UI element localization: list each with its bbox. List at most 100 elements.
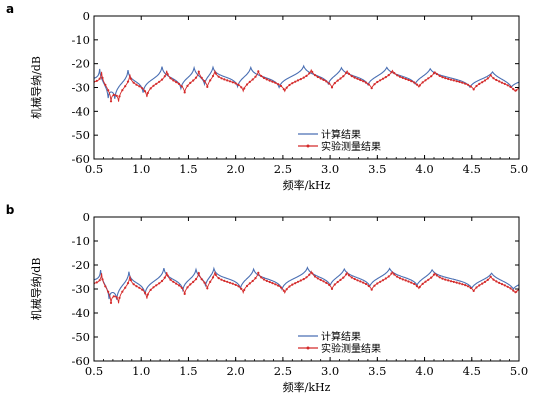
series-marker xyxy=(175,81,178,84)
series-marker xyxy=(172,79,175,82)
series-marker xyxy=(404,77,407,81)
series-marker xyxy=(226,280,229,283)
series-marker xyxy=(243,87,246,90)
legend-label: 计算结果 xyxy=(321,330,361,343)
series-marker xyxy=(359,280,362,283)
series-marker xyxy=(98,279,101,282)
series-marker xyxy=(158,282,161,285)
series-marker xyxy=(262,278,266,281)
series-marker xyxy=(146,91,149,95)
series-marker xyxy=(333,283,336,286)
series-marker xyxy=(330,86,334,89)
series-marker xyxy=(294,282,297,285)
legend-marker xyxy=(306,346,310,350)
series-marker xyxy=(109,100,113,103)
series-marker xyxy=(478,284,481,287)
series-marker xyxy=(364,81,368,84)
series-marker xyxy=(186,286,189,289)
series-marker xyxy=(135,83,138,86)
series-marker xyxy=(455,80,458,83)
series-marker xyxy=(461,81,464,84)
y-tick-label: -30 xyxy=(71,282,90,296)
series-marker xyxy=(458,80,461,83)
x-tick-label: 3.0 xyxy=(321,162,339,176)
series-marker xyxy=(109,301,113,304)
series-marker xyxy=(95,281,98,284)
series-marker xyxy=(271,282,274,285)
x-tick-label: 1.0 xyxy=(132,364,150,378)
series-marker xyxy=(328,283,331,286)
series-marker xyxy=(347,274,351,277)
series-marker xyxy=(107,89,110,92)
series-marker xyxy=(245,83,249,86)
series-marker xyxy=(124,286,127,289)
series-marker xyxy=(350,75,353,78)
series-marker xyxy=(376,80,379,84)
series-marker xyxy=(231,81,234,84)
x-axis-title: 频率/kHz xyxy=(283,178,331,192)
series-marker xyxy=(296,280,300,283)
series-marker xyxy=(313,275,317,278)
series-marker xyxy=(316,277,319,280)
series-marker xyxy=(362,281,365,284)
x-tick-label: 1.0 xyxy=(132,162,150,176)
series-marker xyxy=(322,78,325,81)
series-marker xyxy=(362,80,365,83)
series-marker xyxy=(132,283,135,286)
series-marker xyxy=(390,272,393,275)
series-marker xyxy=(288,83,291,87)
series-marker xyxy=(149,87,152,90)
x-tick-label: 0.5 xyxy=(85,364,103,378)
series-marker xyxy=(277,284,280,287)
series-marker xyxy=(282,88,285,91)
series-marker xyxy=(330,287,334,290)
series-marker xyxy=(194,278,198,281)
series-marker xyxy=(211,276,215,279)
series-marker xyxy=(418,84,421,87)
series-marker xyxy=(220,278,223,281)
series-marker xyxy=(257,271,260,274)
series-marker xyxy=(407,78,410,82)
series-marker xyxy=(175,282,178,285)
series-marker xyxy=(367,284,370,288)
series-marker xyxy=(427,278,430,281)
series-marker xyxy=(200,278,203,281)
series-marker xyxy=(228,80,232,83)
series-marker xyxy=(469,85,472,88)
series-marker xyxy=(438,74,441,77)
series-marker xyxy=(458,282,461,285)
series-marker xyxy=(410,281,413,284)
series-marker xyxy=(124,85,127,88)
series-marker xyxy=(209,280,212,283)
series-marker xyxy=(121,290,124,293)
series-marker xyxy=(370,288,373,291)
series-marker xyxy=(475,84,478,88)
series-computed xyxy=(94,64,519,99)
series-marker xyxy=(438,276,441,279)
series-marker xyxy=(126,282,130,285)
series-marker xyxy=(138,286,141,289)
series-marker xyxy=(260,276,263,279)
y-tick-label: -40 xyxy=(71,104,90,118)
series-marker xyxy=(226,79,229,82)
series-marker xyxy=(260,74,263,78)
series-marker xyxy=(509,85,512,88)
series-marker xyxy=(180,286,183,289)
series-marker xyxy=(500,81,504,84)
series-marker xyxy=(449,280,453,283)
panel-a: a 0.5 1.0 1.5 2.0 2.5 3.0 3.5 4.0 4.5 5.0 0 -10 -20 -3… xyxy=(6,2,528,192)
series-marker xyxy=(486,77,489,80)
series-marker xyxy=(311,272,314,275)
series-marker xyxy=(376,282,379,285)
series-marker xyxy=(379,79,382,82)
x-tick-label: 3.5 xyxy=(368,364,386,378)
series-marker xyxy=(121,89,124,92)
series-marker xyxy=(143,291,147,294)
x-tick-label: 4.0 xyxy=(415,364,433,378)
series-marker xyxy=(418,285,421,288)
series-marker xyxy=(265,279,268,282)
series-marker xyxy=(350,276,353,279)
series-line xyxy=(94,266,519,300)
